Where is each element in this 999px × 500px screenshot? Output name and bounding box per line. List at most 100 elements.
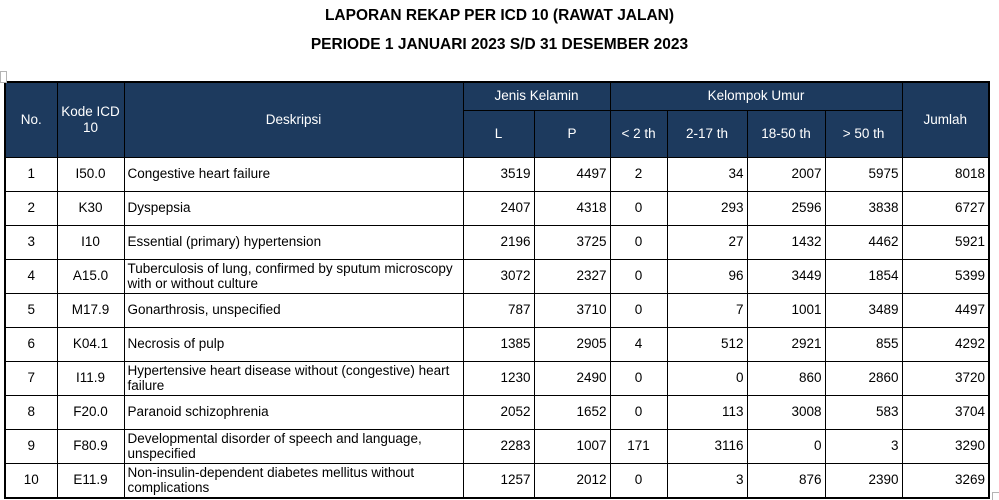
cell-description: Non-insulin-dependent diabetes mellitus … <box>123 462 464 498</box>
cell-age-18-50: 1001 <box>746 292 826 328</box>
cell-age-under2: 0 <box>609 394 668 430</box>
cell-no: 2 <box>4 190 58 226</box>
cell-age-18-50: 3008 <box>746 394 826 430</box>
header-description: Deskripsi <box>123 81 464 158</box>
header-no: No. <box>4 81 58 158</box>
cell-age-over50: 1854 <box>824 258 903 294</box>
cell-description: Tuberculosis of lung, confirmed by sputu… <box>123 258 464 294</box>
cell-age-18-50: 2921 <box>746 326 826 362</box>
cell-description: Hypertensive heart disease without (cong… <box>123 360 464 396</box>
cell-age-under2: 0 <box>609 292 668 328</box>
header-male: L <box>462 109 535 158</box>
cell-age-under2: 0 <box>609 224 668 260</box>
cell-male-count: 1385 <box>462 326 535 362</box>
cell-male-count: 2283 <box>462 428 535 464</box>
cell-age-18-50: 2596 <box>746 190 826 226</box>
header-gender-group: Jenis Kelamin <box>462 81 611 111</box>
cell-no: 10 <box>4 462 58 498</box>
cell-age-18-50: 876 <box>746 462 826 498</box>
cell-male-count: 2052 <box>462 394 535 430</box>
cell-age-2-17: 113 <box>666 394 748 430</box>
table-row: 2 K30 Dyspepsia 2407 4318 0 293 2596 383… <box>4 190 990 226</box>
cell-total: 4292 <box>901 326 990 362</box>
cell-age-18-50: 2007 <box>746 156 826 192</box>
cell-description: Necrosis of pulp <box>123 326 464 362</box>
cell-code: F20.0 <box>56 394 125 430</box>
cell-male-count: 787 <box>462 292 535 328</box>
cell-age-over50: 5975 <box>824 156 903 192</box>
cell-code: F80.9 <box>56 428 125 464</box>
cell-male-count: 1230 <box>462 360 535 396</box>
cell-male-count: 3072 <box>462 258 535 294</box>
cell-age-18-50: 0 <box>746 428 826 464</box>
cell-age-over50: 3 <box>824 428 903 464</box>
cell-female-count: 4318 <box>533 190 611 226</box>
cell-age-18-50: 860 <box>746 360 826 396</box>
cell-male-count: 3519 <box>462 156 535 192</box>
table-row: 8 F20.0 Paranoid schizophrenia 2052 1652… <box>4 394 990 430</box>
cell-code: K04.1 <box>56 326 125 362</box>
cell-age-over50: 2860 <box>824 360 903 396</box>
cell-female-count: 2012 <box>533 462 611 498</box>
cell-no: 7 <box>4 360 58 396</box>
report-period: PERIODE 1 JANUARI 2023 S/D 31 DESEMBER 2… <box>310 36 689 53</box>
cell-age-under2: 171 <box>609 428 668 464</box>
table-row: 3 I10 Essential (primary) hypertension 2… <box>4 224 990 260</box>
header-female: P <box>533 109 611 158</box>
cell-description: Paranoid schizophrenia <box>123 394 464 430</box>
cell-total: 3704 <box>901 394 990 430</box>
table-row: 7 I11.9 Hypertensive heart disease witho… <box>4 360 990 396</box>
header-total: Jumlah <box>901 81 990 158</box>
cell-description: Dyspepsia <box>123 190 464 226</box>
cell-age-under2: 0 <box>609 258 668 294</box>
header-age-2-17: 2-17 th <box>666 109 748 158</box>
cell-total: 8018 <box>901 156 990 192</box>
cell-no: 1 <box>4 156 58 192</box>
cell-total: 5399 <box>901 258 990 294</box>
cell-total: 6727 <box>901 190 990 226</box>
cell-no: 3 <box>4 224 58 260</box>
header-age-under2: < 2 th <box>609 109 668 158</box>
cell-age-over50: 3489 <box>824 292 903 328</box>
cell-code: M17.9 <box>56 292 125 328</box>
cell-age-under2: 2 <box>609 156 668 192</box>
cell-female-count: 2490 <box>533 360 611 396</box>
cell-female-count: 2327 <box>533 258 611 294</box>
cell-age-over50: 4462 <box>824 224 903 260</box>
cell-female-count: 2905 <box>533 326 611 362</box>
cell-age-over50: 855 <box>824 326 903 362</box>
icd10-report-table: No. Kode ICD 10 Deskripsi Jenis Kelamin … <box>4 81 991 499</box>
cell-total: 3269 <box>901 462 990 498</box>
cell-age-2-17: 27 <box>666 224 748 260</box>
report-header: LAPORAN REKAP PER ICD 10 (RAWAT JALAN) P… <box>0 0 999 54</box>
cell-female-count: 1652 <box>533 394 611 430</box>
table-row: 9 F80.9 Developmental disorder of speech… <box>4 428 990 464</box>
table-row: 10 E11.9 Non-insulin-dependent diabetes … <box>4 462 990 498</box>
table-header: No. Kode ICD 10 Deskripsi Jenis Kelamin … <box>4 81 990 158</box>
cell-description: Gonarthrosis, unspecified <box>123 292 464 328</box>
cell-age-2-17: 96 <box>666 258 748 294</box>
cell-total: 5921 <box>901 224 990 260</box>
cell-no: 5 <box>4 292 58 328</box>
cell-female-count: 3710 <box>533 292 611 328</box>
cell-age-over50: 2390 <box>824 462 903 498</box>
cell-code: I10 <box>56 224 125 260</box>
cell-age-2-17: 7 <box>666 292 748 328</box>
cell-code: A15.0 <box>56 258 125 294</box>
cell-total: 3290 <box>901 428 990 464</box>
cell-age-under2: 0 <box>609 360 668 396</box>
header-code: Kode ICD 10 <box>56 81 125 158</box>
header-age-18-50: 18-50 th <box>746 109 826 158</box>
cell-code: I50.0 <box>56 156 125 192</box>
table-row: 6 K04.1 Necrosis of pulp 1385 2905 4 512… <box>4 326 990 362</box>
cell-age-2-17: 34 <box>666 156 748 192</box>
cell-age-18-50: 1432 <box>746 224 826 260</box>
table-row: 4 A15.0 Tuberculosis of lung, confirmed … <box>4 258 990 294</box>
cell-age-2-17: 512 <box>666 326 748 362</box>
cell-male-count: 2196 <box>462 224 535 260</box>
header-age-group: Kelompok Umur <box>609 81 903 111</box>
header-age-over50: > 50 th <box>824 109 903 158</box>
table-row: 1 I50.0 Congestive heart failure 3519 44… <box>4 156 990 192</box>
cell-age-over50: 583 <box>824 394 903 430</box>
